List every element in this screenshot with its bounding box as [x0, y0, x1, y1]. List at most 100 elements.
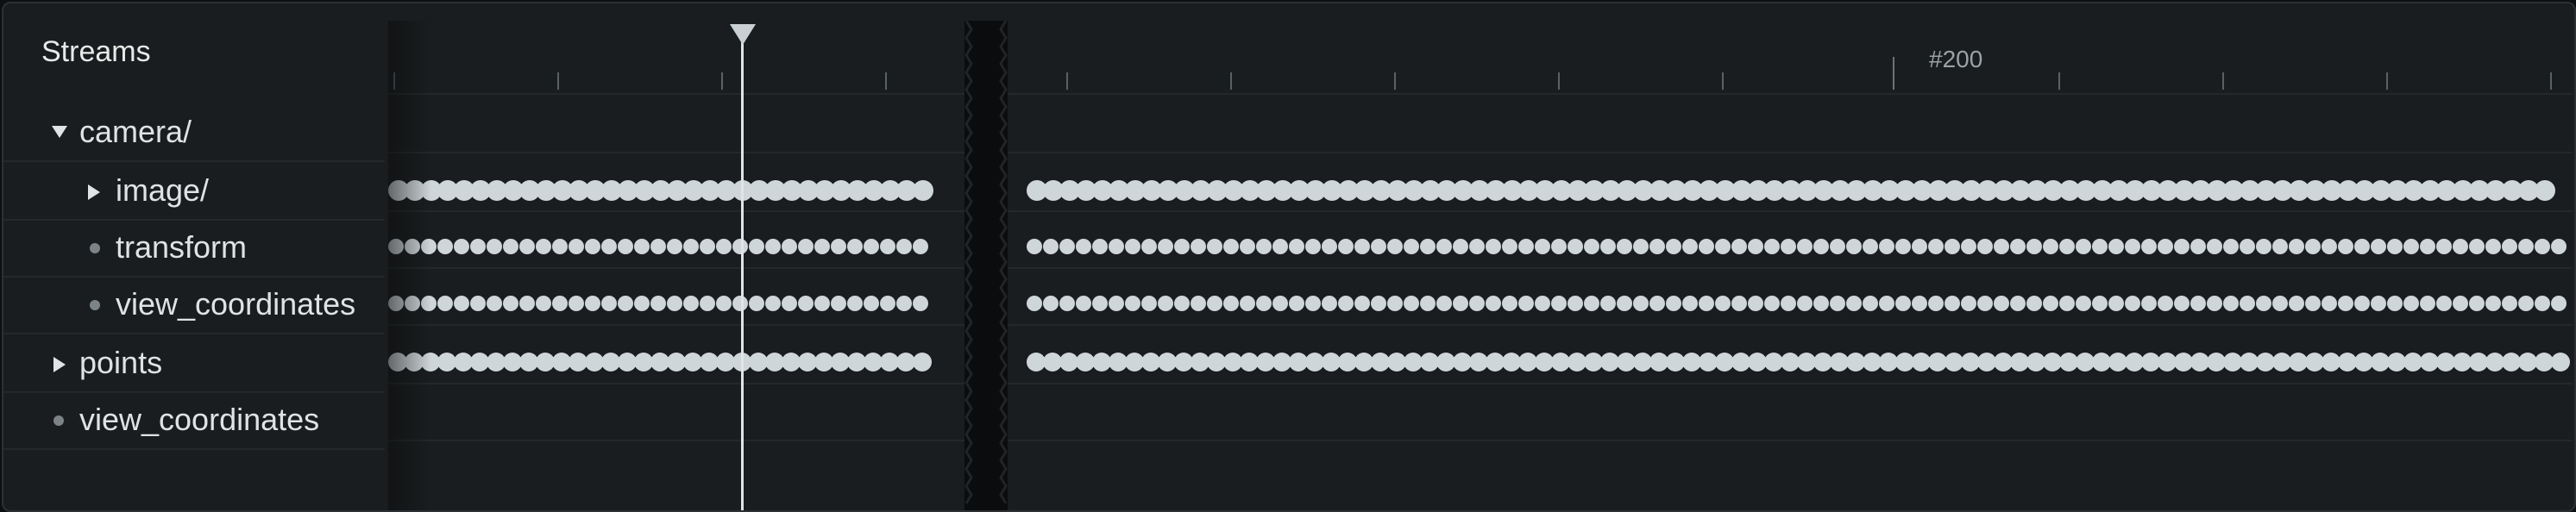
event-dot-transform[interactable]	[1748, 239, 1763, 254]
event-dot-view-coordinates[interactable]	[2240, 296, 2255, 311]
event-dot-view-coordinates[interactable]	[487, 296, 502, 311]
event-dot-points[interactable]	[2387, 353, 2406, 372]
event-dot-transform[interactable]	[2535, 239, 2550, 254]
event-dot-points[interactable]	[1748, 353, 1767, 372]
event-dot-view-coordinates[interactable]	[1682, 296, 1698, 311]
event-dot-transform[interactable]	[519, 239, 535, 254]
time-cursor-handle-icon[interactable]	[730, 24, 756, 45]
event-dot-points[interactable]	[1895, 353, 1914, 372]
event-dot-view-coordinates[interactable]	[1305, 296, 1321, 311]
event-dot-image[interactable]	[2535, 180, 2555, 201]
tree-item-image[interactable]: image/	[3, 162, 385, 221]
event-dot-view-coordinates[interactable]	[1584, 296, 1599, 311]
event-dot-points[interactable]	[798, 353, 817, 372]
event-dot-transform[interactable]	[1191, 239, 1206, 254]
event-dot-transform[interactable]	[2289, 239, 2304, 254]
event-dot-view-coordinates[interactable]	[1404, 296, 1419, 311]
event-dot-view-coordinates[interactable]	[601, 296, 617, 311]
event-dot-view-coordinates[interactable]	[634, 296, 650, 311]
event-dot-view-coordinates[interactable]	[1256, 296, 1272, 311]
event-dot-points[interactable]	[470, 353, 489, 372]
tree-item-camera[interactable]: camera/	[3, 103, 385, 162]
event-dot-view-coordinates[interactable]	[700, 296, 715, 311]
event-dot-points[interactable]	[1535, 353, 1554, 372]
event-dot-view-coordinates[interactable]	[2141, 296, 2157, 311]
event-dot-points[interactable]	[1879, 353, 1898, 372]
event-dot-view-coordinates[interactable]	[2108, 296, 2124, 311]
event-dot-points[interactable]	[716, 353, 735, 372]
event-dot-transform[interactable]	[1682, 239, 1698, 254]
time-ruler[interactable]: #200	[388, 21, 2573, 95]
event-dot-transform[interactable]	[2436, 239, 2452, 254]
event-dot-view-coordinates[interactable]	[536, 296, 551, 311]
event-dot-points[interactable]	[1797, 353, 1816, 372]
event-dot-transform[interactable]	[2076, 239, 2091, 254]
event-dot-transform[interactable]	[880, 239, 895, 254]
event-dot-points[interactable]	[1109, 353, 1128, 372]
event-dot-points[interactable]	[2518, 353, 2537, 372]
event-dot-transform[interactable]	[470, 239, 486, 254]
event-dot-view-coordinates[interactable]	[2207, 296, 2222, 311]
event-dot-transform[interactable]	[1338, 239, 1354, 254]
event-dot-view-coordinates[interactable]	[503, 296, 518, 311]
event-dot-points[interactable]	[1961, 353, 1980, 372]
event-dot-points[interactable]	[1846, 353, 1865, 372]
event-dot-points[interactable]	[1305, 353, 1324, 372]
event-dot-points[interactable]	[1518, 353, 1537, 372]
event-dot-view-coordinates[interactable]	[1502, 296, 1517, 311]
event-dot-view-coordinates[interactable]	[2272, 296, 2288, 311]
event-dot-transform[interactable]	[667, 239, 682, 254]
event-dot-transform[interactable]	[2256, 239, 2271, 254]
track-transform[interactable]	[388, 153, 2573, 212]
event-dot-view-coordinates[interactable]	[1912, 296, 1927, 311]
event-dot-transform[interactable]	[1764, 239, 1780, 254]
event-dot-view-coordinates[interactable]	[2387, 296, 2403, 311]
event-dot-points[interactable]	[2256, 353, 2275, 372]
event-dot-transform[interactable]	[2141, 239, 2157, 254]
event-dot-points[interactable]	[1387, 353, 1406, 372]
collapsed-triangle-icon[interactable]	[88, 184, 100, 200]
event-dot-points[interactable]	[2420, 353, 2439, 372]
event-dot-points[interactable]	[503, 353, 522, 372]
event-dot-points[interactable]	[1945, 353, 1963, 372]
event-dot-transform[interactable]	[2420, 239, 2435, 254]
event-dot-transform[interactable]	[601, 239, 617, 254]
event-dot-transform[interactable]	[1518, 239, 1534, 254]
event-dot-view-coordinates[interactable]	[585, 296, 600, 311]
event-dot-transform[interactable]	[1846, 239, 1862, 254]
event-dot-transform[interactable]	[552, 239, 568, 254]
event-dot-transform[interactable]	[1027, 239, 1042, 254]
event-dot-transform[interactable]	[732, 239, 748, 254]
event-dot-view-coordinates[interactable]	[2403, 296, 2419, 311]
event-dot-points[interactable]	[749, 353, 768, 372]
event-dot-transform[interactable]	[1994, 239, 2009, 254]
event-dot-points[interactable]	[1354, 353, 1373, 372]
collapsed-triangle-icon[interactable]	[53, 357, 66, 372]
event-dot-view-coordinates[interactable]	[2535, 296, 2550, 311]
event-dot-view-coordinates[interactable]	[1617, 296, 1632, 311]
event-dot-view-coordinates[interactable]	[1649, 296, 1665, 311]
event-dot-view-coordinates[interactable]	[1240, 296, 1255, 311]
event-dot-view-coordinates[interactable]	[1354, 296, 1370, 311]
event-dot-view-coordinates[interactable]	[437, 296, 453, 311]
event-dot-transform[interactable]	[1945, 239, 1960, 254]
event-dot-transform[interactable]	[2010, 239, 2026, 254]
event-dot-transform[interactable]	[1617, 239, 1632, 254]
event-dot-transform[interactable]	[765, 239, 781, 254]
event-dot-points[interactable]	[1551, 353, 1570, 372]
event-dot-points[interactable]	[2502, 353, 2521, 372]
event-dot-view-coordinates[interactable]	[1699, 296, 1714, 311]
event-dot-transform[interactable]	[487, 239, 502, 254]
event-dot-points[interactable]	[2436, 353, 2455, 372]
event-dot-points[interactable]	[864, 353, 883, 372]
event-dot-transform[interactable]	[2190, 239, 2206, 254]
event-dot-transform[interactable]	[1535, 239, 1550, 254]
expanded-triangle-icon[interactable]	[52, 126, 67, 138]
event-dot-transform[interactable]	[1502, 239, 1517, 254]
event-dot-transform[interactable]	[864, 239, 879, 254]
event-dot-transform[interactable]	[831, 239, 846, 254]
event-dot-transform[interactable]	[437, 239, 453, 254]
event-dot-transform[interactable]	[1551, 239, 1567, 254]
event-dot-points[interactable]	[1027, 353, 1046, 372]
event-dot-points[interactable]	[2076, 353, 2095, 372]
